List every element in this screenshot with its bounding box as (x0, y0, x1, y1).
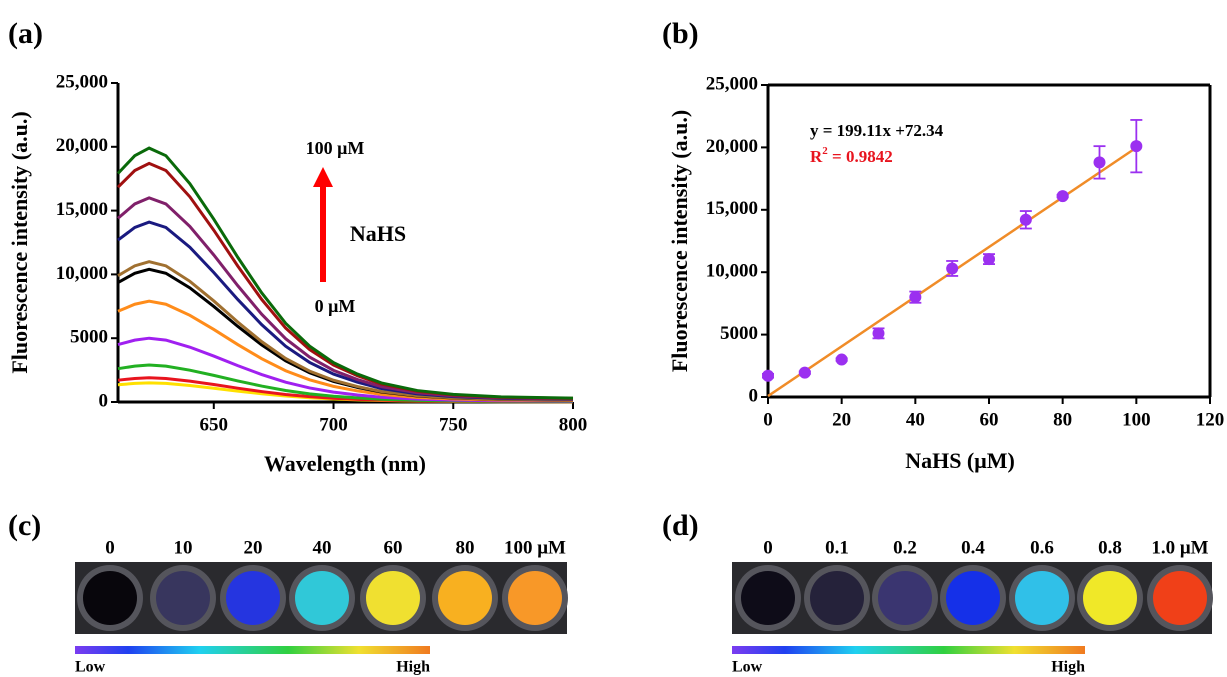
concentration-label: 0 (105, 537, 115, 558)
x-tick-label: 750 (439, 414, 468, 435)
x-axis-label: Wavelength (nm) (264, 451, 426, 476)
spectrum-line (117, 260, 574, 402)
data-point (762, 369, 774, 382)
y-tick-label: 15,000 (706, 198, 758, 219)
well (366, 571, 420, 625)
color-scale (732, 646, 1085, 654)
x-tick-label: 0 (763, 409, 773, 430)
y-tick-label: 10,000 (706, 261, 758, 282)
scale-high: High (1051, 659, 1085, 676)
well (878, 571, 932, 625)
r-squared-part: R (810, 147, 823, 166)
annotation: NaHS (350, 221, 406, 246)
well (508, 571, 562, 625)
data-point (1093, 156, 1106, 169)
x-tick-label: 60 (980, 409, 999, 430)
concentration-label: 80 (456, 537, 475, 558)
panel-label: (c) (8, 509, 41, 542)
concentration-label: 20 (244, 537, 263, 558)
panel-label: (a) (8, 17, 43, 50)
data-point (909, 291, 922, 304)
data-point (872, 327, 885, 340)
scale-low: Low (75, 659, 106, 676)
annotation: 100 μM (306, 138, 365, 158)
y-tick-label: 0 (99, 390, 109, 411)
well (295, 571, 349, 625)
x-tick-label: 100 (1122, 409, 1151, 430)
well (741, 571, 795, 625)
well (83, 571, 137, 625)
concentration-label: 0.2 (893, 537, 917, 558)
x-tick-label: 650 (200, 414, 229, 435)
y-tick-label: 5000 (720, 323, 758, 344)
x-axis-label: NaHS (μM) (905, 448, 1015, 473)
data-point (1056, 190, 1069, 203)
concentration-label: 60 (384, 537, 403, 558)
well (438, 571, 492, 625)
concentration-label: 100 μM (504, 537, 566, 558)
y-tick-label: 25,000 (706, 73, 758, 94)
scale-high: High (396, 659, 430, 676)
x-tick-label: 80 (1053, 409, 1072, 430)
concentration-label: 0 (763, 537, 773, 558)
y-tick-label: 25,000 (56, 71, 108, 92)
x-tick-label: 40 (906, 409, 925, 430)
concentration-label: 10 (174, 537, 193, 558)
x-tick-label: 120 (1196, 409, 1225, 430)
fit-equation: y = 199.11x +72.34 (810, 121, 944, 140)
y-tick-label: 20,000 (706, 136, 758, 157)
panel-label: (b) (662, 17, 699, 50)
x-tick-label: 800 (559, 414, 588, 435)
well (946, 571, 1000, 625)
x-tick-label: 20 (832, 409, 851, 430)
concentration-label: 1.0 μM (1151, 537, 1208, 558)
well (1083, 571, 1137, 625)
y-axis-label: Fluorescence intensity (a.u.) (667, 110, 692, 372)
well (1015, 571, 1069, 625)
data-point (835, 353, 848, 366)
well (156, 571, 210, 625)
data-point (1019, 213, 1032, 226)
data-point (946, 262, 959, 275)
y-axis-label: Fluorescence intensity (a.u.) (7, 111, 32, 373)
annotation: 0 μM (315, 296, 356, 316)
r-squared: R2 = 0.9842 (810, 145, 893, 166)
panel-label: (d) (662, 509, 699, 542)
well (226, 571, 280, 625)
concentration-label: 0.8 (1098, 537, 1122, 558)
spectrum-line (116, 161, 574, 400)
color-scale (75, 646, 430, 654)
concentration-label: 40 (313, 537, 332, 558)
concentration-label: 0.1 (825, 537, 849, 558)
y-tick-label: 5000 (70, 327, 108, 348)
y-tick-label: 15,000 (56, 199, 108, 220)
concentration-label: 0.6 (1030, 537, 1054, 558)
spectrum-line (116, 146, 574, 400)
scale-low: Low (732, 659, 763, 676)
y-tick-label: 20,000 (56, 135, 108, 156)
data-point (798, 366, 811, 379)
data-point (1130, 140, 1143, 153)
y-tick-label: 0 (749, 385, 759, 406)
r-squared-part: = 0.9842 (828, 147, 893, 166)
x-tick-label: 700 (319, 414, 348, 435)
data-point (983, 253, 995, 266)
arrow-head (313, 167, 333, 187)
well (1153, 571, 1207, 625)
r-squared-part: 2 (822, 145, 828, 157)
concentration-label: 0.4 (961, 537, 985, 558)
y-tick-label: 10,000 (56, 263, 108, 284)
well (810, 571, 864, 625)
